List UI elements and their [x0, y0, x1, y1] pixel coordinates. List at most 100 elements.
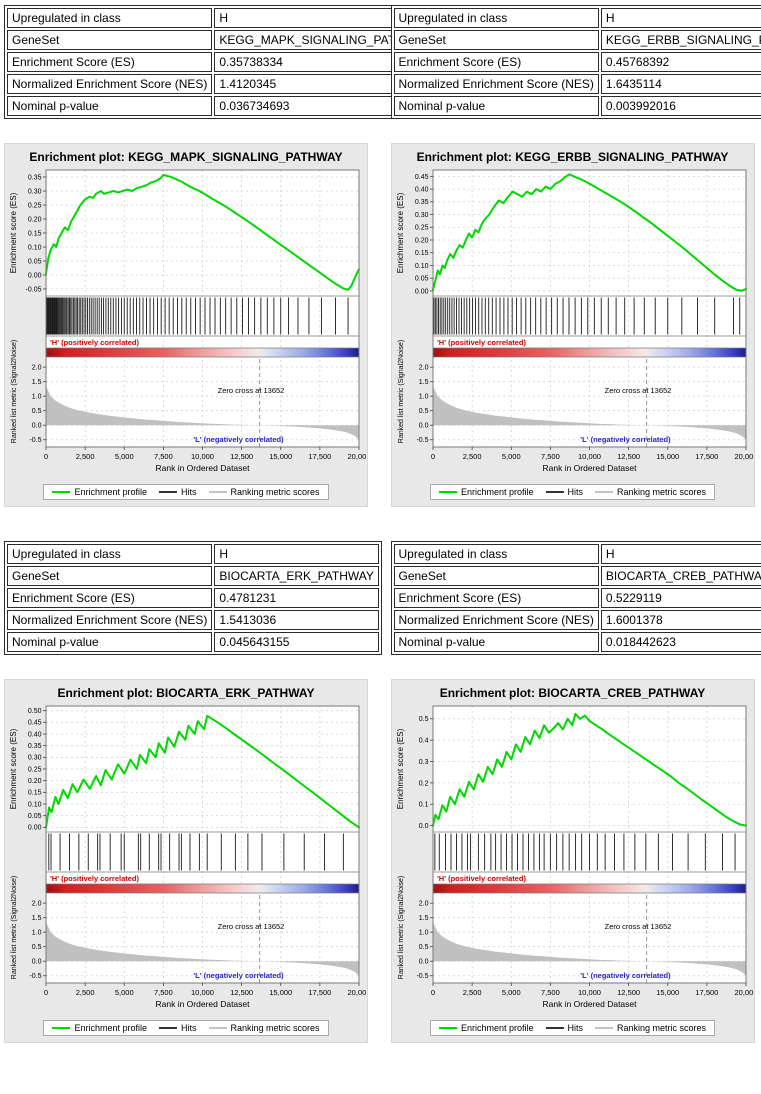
svg-text:10,000: 10,000 — [578, 988, 601, 997]
legend-row: Enrichment profile Hits Ranking metric sco… — [5, 484, 367, 500]
svg-text:0.45: 0.45 — [28, 720, 42, 727]
stat-value: 0.045643155 — [214, 632, 379, 652]
positively-correlated-label: 'H' (positively correlated) — [50, 874, 140, 883]
svg-text:0.05: 0.05 — [414, 276, 428, 283]
stat-value: 0.003992016 — [600, 96, 761, 116]
svg-text:0.00: 0.00 — [414, 288, 428, 295]
x-axis-label: Rank in Ordered Dataset — [155, 463, 250, 473]
svg-text:5,000: 5,000 — [115, 452, 134, 461]
legend-item: Hits — [159, 1023, 197, 1033]
svg-text:1.5: 1.5 — [418, 915, 428, 922]
zero-cross-label: Zero cross at 13652 — [218, 922, 285, 931]
legend-swatch — [159, 1027, 177, 1029]
es-axis-label: Enrichment score (ES) — [396, 728, 405, 809]
stats-table-row: Nominal p-value 0.018442623 — [393, 632, 761, 652]
svg-text:2,500: 2,500 — [76, 452, 95, 461]
svg-text:0.0: 0.0 — [418, 823, 428, 830]
svg-text:0.10: 0.10 — [28, 801, 42, 808]
plot-legend: Enrichment profile Hits Ranking metric sco… — [429, 1020, 716, 1036]
svg-text:1.0: 1.0 — [418, 394, 428, 401]
svg-text:1.5: 1.5 — [418, 379, 428, 386]
svg-text:7,500: 7,500 — [540, 452, 559, 461]
svg-text:1.0: 1.0 — [32, 930, 42, 937]
stat-label: Normalized Enrichment Score (NES) — [7, 74, 213, 94]
svg-text:0: 0 — [430, 988, 434, 997]
svg-text:-0.5: -0.5 — [29, 437, 41, 444]
svg-text:12,500: 12,500 — [617, 988, 640, 997]
negatively-correlated-label: 'L' (negatively correlated) — [193, 971, 284, 980]
es-axis-label: Enrichment score (ES) — [9, 728, 18, 809]
svg-text:0.1: 0.1 — [418, 802, 428, 809]
metric-axis-ticks: 2.0 1.5 1.0 0.5 0.0 -0.5 — [29, 365, 46, 444]
legend-label: Ranking metric scores — [617, 487, 707, 497]
stat-value: H — [214, 544, 379, 564]
plot-legend: Enrichment profile Hits Ranking metric sco… — [43, 484, 329, 500]
svg-text:20,000: 20,000 — [734, 988, 752, 997]
svg-text:0.20: 0.20 — [28, 216, 42, 223]
svg-text:20,000: 20,000 — [734, 452, 752, 461]
stat-label: Enrichment Score (ES) — [7, 588, 213, 608]
svg-text:0.5: 0.5 — [418, 408, 428, 415]
metric-axis-label: Ranked list metric (Signal2Noise) — [398, 876, 405, 979]
svg-text:7,500: 7,500 — [154, 988, 173, 997]
legend-row: Enrichment profile Hits Ranking metric sco… — [5, 1020, 367, 1036]
legend-row: Enrichment profile Hits Ranking metric sco… — [392, 1020, 754, 1036]
svg-text:12,500: 12,500 — [230, 452, 253, 461]
positively-correlated-label: 'H' (positively correlated) — [50, 338, 140, 347]
svg-text:0.15: 0.15 — [414, 250, 428, 257]
enrichment-score-curve — [45, 174, 360, 291]
stats-table-row: Enrichment Score (ES) 0.4781231 — [7, 588, 379, 608]
x-axis-ticks: 0 2,500 5,000 7,500 10,000 12,500 15,000 17,500… — [430, 447, 753, 461]
legend-swatch — [159, 491, 177, 493]
legend-label: Hits — [567, 1023, 584, 1033]
stat-value: H — [600, 544, 761, 564]
legend-label: Enrichment profile — [74, 487, 147, 497]
hits-barcode — [48, 833, 344, 871]
svg-text:-0.5: -0.5 — [416, 437, 428, 444]
plot-title: Enrichment plot: BIOCARTA_CREB_PATHWAY — [439, 686, 706, 700]
svg-text:0.0: 0.0 — [32, 959, 42, 966]
svg-text:0.5: 0.5 — [418, 944, 428, 951]
svg-text:1.0: 1.0 — [418, 930, 428, 937]
svg-text:12,500: 12,500 — [617, 452, 640, 461]
x-axis-label: Rank in Ordered Dataset — [542, 463, 637, 473]
svg-text:0.5: 0.5 — [418, 716, 428, 723]
svg-text:0.25: 0.25 — [414, 225, 428, 232]
svg-text:17,500: 17,500 — [695, 452, 718, 461]
svg-text:0.10: 0.10 — [28, 244, 42, 251]
legend-item: Ranking metric scores — [208, 1023, 320, 1033]
stats-table-row: Nominal p-value 0.036734693 — [7, 96, 435, 116]
svg-text:2,500: 2,500 — [76, 988, 95, 997]
negatively-correlated-label: 'L' (negatively correlated) — [580, 971, 671, 980]
svg-text:0.35: 0.35 — [28, 174, 42, 181]
x-axis-label: Rank in Ordered Dataset — [542, 999, 637, 1009]
enrichment-plot-svg: 'H' (positively correlated) Zero cross at… — [9, 705, 366, 1009]
svg-text:0.15: 0.15 — [28, 790, 42, 797]
stat-label: Nominal p-value — [7, 96, 213, 116]
legend-swatch — [208, 491, 227, 493]
svg-text:1.0: 1.0 — [32, 394, 42, 401]
stats-table: Upregulated in class H GeneSet BIOCARTA_CRE… — [390, 541, 761, 655]
svg-text:2.0: 2.0 — [32, 901, 42, 908]
metric-axis-label: Ranked list metric (Signal2Noise) — [398, 340, 405, 443]
enrichment-plot-box: Enrichment plot: KEGG_ERBB_SIGNALING_PAT… — [390, 143, 755, 507]
horizontal-gridlines — [46, 710, 359, 977]
stat-label: Normalized Enrichment Score (NES) — [393, 74, 599, 94]
legend-label: Ranking metric scores — [230, 1023, 320, 1033]
metric-axis-label: Ranked list metric (Signal2Noise) — [11, 340, 18, 443]
stats-table: Upregulated in class H GeneSet KEGG_MAPK_SI… — [4, 5, 438, 119]
stats-table-row: Upregulated in class H — [7, 544, 379, 564]
gsea-panel-biocarta-erk: Upregulated in class H GeneSet BIOCARTA_ERK… — [4, 541, 382, 1043]
enrichment-plot-box: Enrichment plot: KEGG_MAPK_SIGNALING_PAT… — [4, 143, 368, 507]
svg-text:1.5: 1.5 — [32, 915, 42, 922]
svg-text:0.05: 0.05 — [28, 813, 42, 820]
svg-text:17,500: 17,500 — [308, 452, 331, 461]
svg-text:0.40: 0.40 — [414, 186, 428, 193]
stat-value: 0.4781231 — [214, 588, 379, 608]
plot-title: Enrichment plot: KEGG_ERBB_SIGNALING_PAT… — [416, 150, 729, 164]
svg-text:-0.5: -0.5 — [416, 973, 428, 980]
legend-label: Ranking metric scores — [230, 487, 320, 497]
stat-value: H — [600, 8, 761, 28]
stat-label: Nominal p-value — [393, 632, 599, 652]
